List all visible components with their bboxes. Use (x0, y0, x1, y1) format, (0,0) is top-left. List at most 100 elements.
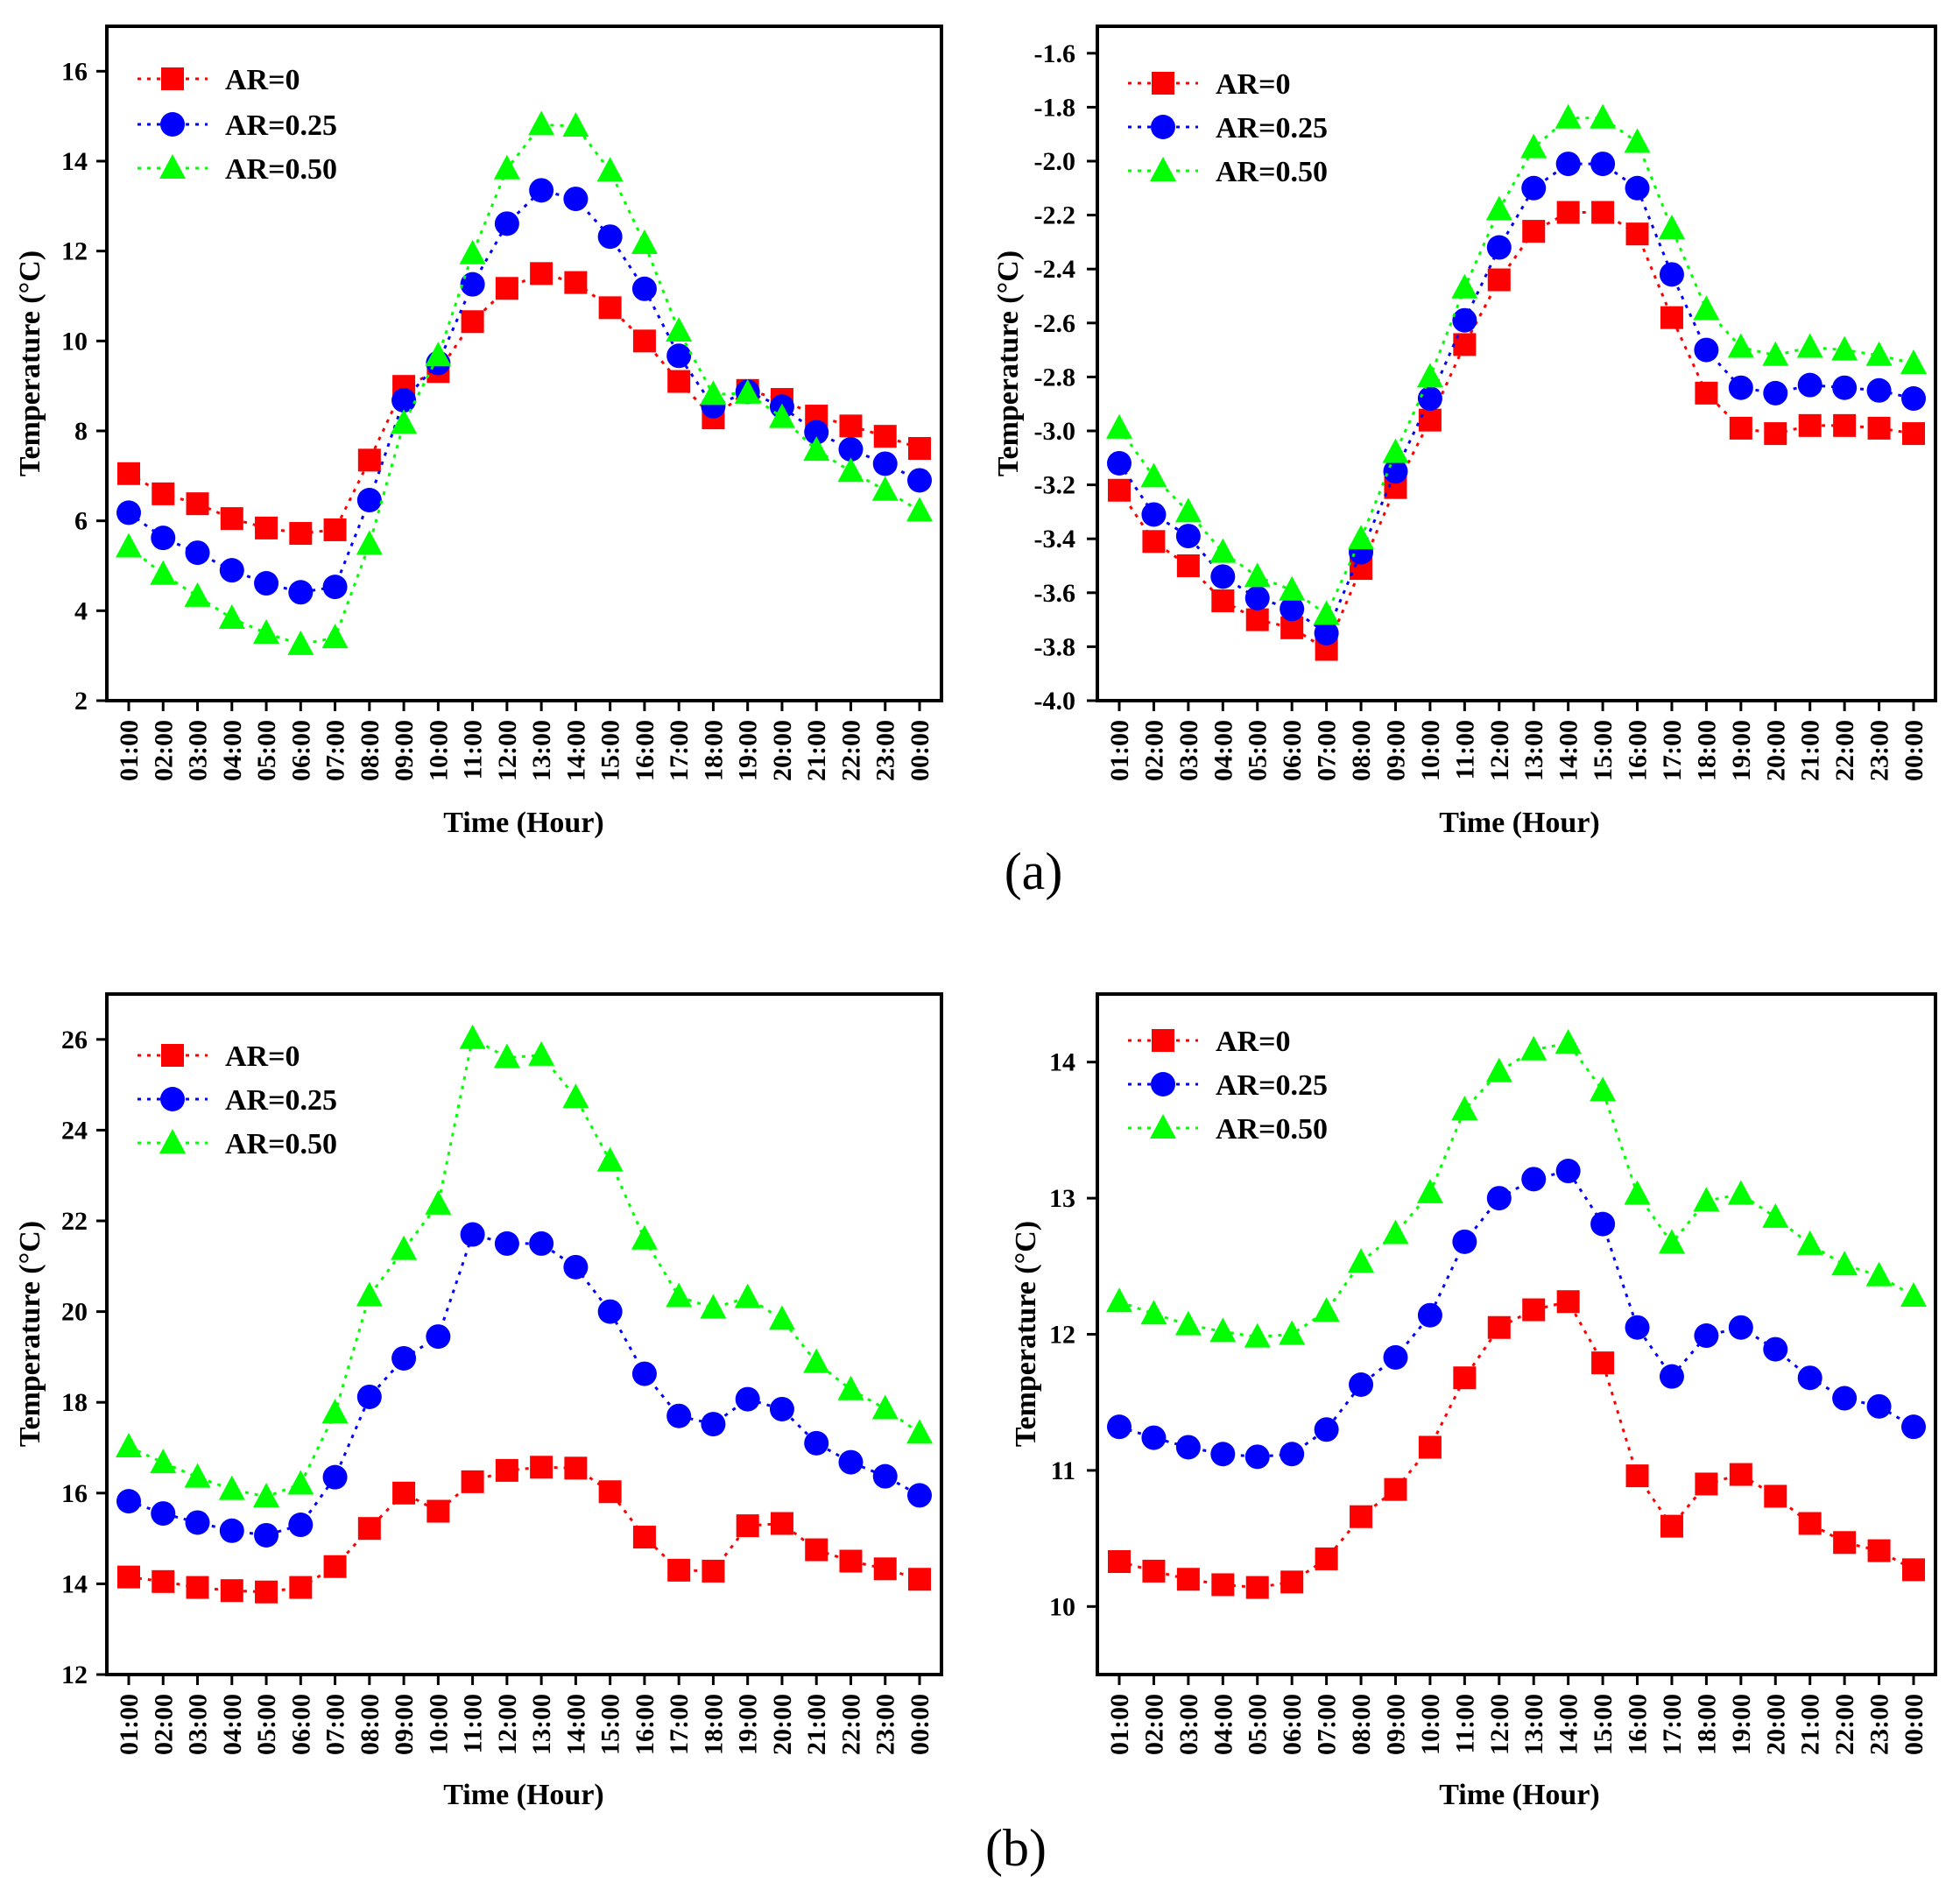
y-tick-label: 14 (1049, 1048, 1075, 1077)
x-tick-label: 06:00 (1278, 1694, 1307, 1755)
y-tick-label: -2.4 (1034, 255, 1076, 284)
data-point-ar050 (218, 604, 245, 630)
x-tick-label: 04:00 (1209, 720, 1237, 781)
y-axis-title: Temperature (°C) (992, 250, 1025, 476)
data-point-ar050 (1865, 341, 1893, 366)
data-point-ar0 (495, 277, 518, 300)
data-point-ar025 (219, 558, 244, 583)
x-tick-label: 01:00 (115, 1694, 144, 1755)
x-tick-label: 07:00 (321, 1694, 350, 1755)
data-point-ar025 (1486, 1186, 1512, 1211)
data-point-ar050 (1106, 413, 1132, 439)
data-point-ar050 (1244, 1322, 1271, 1348)
x-tick-label: 14:00 (561, 1694, 590, 1755)
x-tick-label: 08:00 (356, 1694, 384, 1755)
data-point-ar050 (1520, 133, 1548, 159)
data-point-ar0 (1176, 554, 1200, 577)
y-tick-label: 16 (61, 57, 88, 86)
data-point-ar050 (150, 560, 177, 585)
data-point-ar050 (871, 1394, 899, 1420)
legend-label-ar025: AR=0.25 (225, 109, 337, 142)
y-tick-label: 12 (61, 1661, 88, 1689)
panel-label-a: (a) (1005, 843, 1063, 900)
y-tick-label: -2.8 (1034, 363, 1076, 391)
data-point-ar0 (598, 1480, 622, 1504)
data-point-ar0 (805, 1538, 828, 1562)
legend-label-ar0: AR=0 (1216, 1026, 1290, 1058)
data-point-ar050 (425, 342, 452, 367)
data-point-ar025 (185, 1510, 210, 1535)
data-point-ar050 (1174, 1310, 1202, 1336)
legend-label-ar025: AR=0.25 (1216, 112, 1328, 145)
data-point-ar025 (1694, 1323, 1719, 1349)
data-point-ar025 (1244, 1444, 1270, 1470)
data-point-ar050 (1520, 1035, 1548, 1061)
series-line-ar025 (128, 1232, 920, 1537)
x-tick-label: 16:00 (1624, 1694, 1653, 1755)
x-tick-label: 02:00 (149, 1694, 178, 1755)
data-point-ar050 (1174, 497, 1202, 523)
data-point-ar0 (873, 1557, 897, 1581)
data-point-ar025 (288, 580, 314, 605)
legend-label-ar050: AR=0.50 (225, 1128, 337, 1160)
data-point-ar050 (1451, 273, 1478, 299)
legend-label-ar0: AR=0 (225, 64, 300, 96)
x-tick-label: 15:00 (1589, 720, 1618, 781)
data-point-ar025 (804, 420, 829, 445)
data-point-ar025 (1694, 337, 1719, 363)
x-tick-label: 13:00 (527, 720, 556, 781)
x-tick-label: 14:00 (1555, 720, 1583, 781)
data-point-ar0 (1280, 1570, 1304, 1594)
data-point-ar0 (1487, 1315, 1511, 1339)
x-tick-label: 17:00 (1658, 720, 1687, 781)
x-tick-label: 00:00 (1900, 1694, 1928, 1755)
data-point-ar025 (1832, 1386, 1858, 1411)
data-point-ar050 (562, 1083, 589, 1109)
y-tick-label: 16 (61, 1479, 88, 1508)
data-point-ar050 (321, 1399, 349, 1424)
x-tick-label: 16:00 (1624, 720, 1653, 781)
data-point-ar050 (321, 624, 349, 649)
data-point-ar025 (356, 488, 382, 513)
data-point-ar025 (1383, 1344, 1408, 1370)
data-point-ar050 (1279, 575, 1306, 601)
data-point-ar025 (185, 540, 210, 566)
data-point-ar0 (1902, 1558, 1925, 1582)
data-point-ar050 (1900, 349, 1927, 374)
data-point-ar050 (1451, 1096, 1478, 1121)
x-tick-label: 22:00 (836, 720, 865, 781)
data-point-ar025 (1555, 1159, 1581, 1184)
data-point-ar0 (1625, 1464, 1649, 1488)
x-tick-label: 06:00 (1278, 720, 1307, 781)
data-point-ar0 (255, 1580, 278, 1604)
x-tick-label: 11:00 (459, 720, 488, 779)
data-point-ar050 (1382, 438, 1409, 463)
data-point-ar0 (1176, 1568, 1200, 1591)
data-point-ar025 (804, 1430, 829, 1456)
data-point-ar050 (1658, 215, 1685, 239)
data-point-ar0 (1695, 381, 1718, 405)
data-point-ar025 (1141, 502, 1167, 527)
legend-marker-ar0 (1152, 1029, 1174, 1052)
y-axis-title: Temperature (°C) (14, 250, 46, 476)
data-point-ar0 (873, 425, 897, 448)
data-point-ar025 (1486, 235, 1512, 260)
data-point-ar025 (494, 1231, 519, 1256)
data-point-ar025 (1521, 1167, 1547, 1192)
data-point-ar025 (460, 1222, 485, 1247)
data-point-ar025 (1866, 1393, 1892, 1419)
x-tick-label: 10:00 (424, 1694, 453, 1755)
data-point-ar025 (1763, 1336, 1788, 1362)
x-axis-title: Time (Hour) (443, 1779, 604, 1811)
y-tick-label: 12 (1049, 1321, 1075, 1350)
x-tick-label: 07:00 (321, 720, 350, 781)
data-point-ar050 (1555, 103, 1582, 129)
series-line-ar0 (128, 1465, 920, 1594)
y-tick-label: -3.2 (1034, 471, 1076, 500)
data-point-ar025 (254, 571, 279, 596)
chart-b-right: 10 11 12 13 14 01:00 02:00 03:00 04:00 05:00 06:00… (1010, 992, 1937, 1811)
data-point-ar025 (1728, 375, 1753, 400)
data-point-ar0 (1487, 268, 1511, 292)
legend-label-ar025: AR=0.25 (225, 1084, 337, 1117)
x-tick-label: 23:00 (1865, 720, 1894, 781)
